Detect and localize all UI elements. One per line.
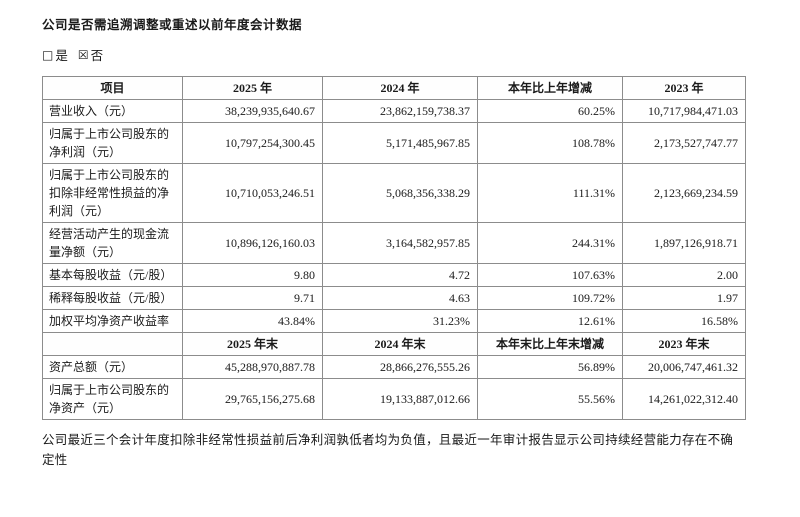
table-cell: 28,866,276,555.26: [322, 355, 478, 379]
report-page: 公司是否需追溯调整或重述以前年度会计数据 □ 是 ☒ 否 项目 2025 年 2…: [42, 18, 760, 467]
table-row-basic-eps: 基本每股收益（元/股） 9.80 4.72 107.63% 2.00: [42, 263, 746, 287]
table-cell: 10,710,053,246.51: [182, 163, 323, 223]
table-cell: 23,862,159,738.37: [322, 99, 478, 123]
checkbox-yes-label: 是: [55, 49, 68, 63]
table-row-operating-cash-flow: 经营活动产生的现金流量净额（元） 10,896,126,160.03 3,164…: [42, 222, 746, 264]
row-label: 归属于上市公司股东的净资产（元）: [42, 378, 183, 420]
table-cell: 111.31%: [477, 163, 623, 223]
table-row-diluted-eps: 稀释每股收益（元/股） 9.71 4.63 109.72% 1.97: [42, 286, 746, 310]
table-cell: 20,006,747,461.32: [622, 355, 746, 379]
table-cell: 1.97: [622, 286, 746, 310]
table-header-row-annual: 项目 2025 年 2024 年 本年比上年增减 2023 年: [42, 76, 746, 100]
going-concern-statement: 公司最近三个会计年度扣除非经常性损益前后净利润孰低者均为负值，且最近一年审计报告…: [42, 433, 734, 467]
table-cell: 60.25%: [477, 99, 623, 123]
table-cell: 43.84%: [182, 309, 323, 333]
table-cell: 5,068,356,338.29: [322, 163, 478, 223]
table-cell: 16.58%: [622, 309, 746, 333]
row-label: 营业收入（元）: [42, 99, 183, 123]
table-row-revenue: 营业收入（元） 38,239,935,640.67 23,862,159,738…: [42, 99, 746, 123]
table-cell: 10,717,984,471.03: [622, 99, 746, 123]
question-text: 公司是否需追溯调整或重述以前年度会计数据: [42, 18, 303, 32]
table-cell: 10,797,254,300.45: [182, 122, 323, 164]
checkbox-no-label: 否: [90, 49, 104, 63]
row-label: 经营活动产生的现金流量净额（元）: [42, 222, 183, 264]
table-cell: 14,261,022,312.40: [622, 378, 746, 420]
col-header-2025-end: 2025 年末: [182, 332, 323, 356]
table-cell: 56.89%: [477, 355, 623, 379]
table-cell: 244.31%: [477, 222, 623, 264]
col-header-2023: 2023 年: [622, 76, 746, 100]
row-label: 归属于上市公司股东的扣除非经常性损益的净利润（元）: [42, 163, 183, 223]
row-label: 基本每股收益（元/股）: [42, 263, 183, 287]
table-cell: 2,123,669,234.59: [622, 163, 746, 223]
col-header-2024: 2024 年: [322, 76, 478, 100]
table-cell: 10,896,126,160.03: [182, 222, 323, 264]
table-cell: 12.61%: [477, 309, 623, 333]
table-cell: 109.72%: [477, 286, 623, 310]
table-cell: 19,133,887,012.66: [322, 378, 478, 420]
table-cell: 3,164,582,957.85: [322, 222, 478, 264]
table-cell: 9.71: [182, 286, 323, 310]
row-label: 资产总额（元）: [42, 355, 183, 379]
col-header-yoy-change: 本年比上年增减: [477, 76, 623, 100]
financial-summary-table: 项目 2025 年 2024 年 本年比上年增减 2023 年 营业收入（元） …: [42, 76, 746, 420]
col-header-item: 项目: [42, 76, 183, 100]
checkbox-no-checked-icon[interactable]: ☒: [77, 47, 89, 62]
table-header-row-yearend: 2025 年末 2024 年末 本年末比上年末增减 2023 年末: [42, 332, 746, 356]
table-cell: 108.78%: [477, 122, 623, 164]
checkbox-no[interactable]: ☒ 否: [78, 45, 103, 64]
table-row-net-profit: 归属于上市公司股东的净利润（元） 10,797,254,300.45 5,171…: [42, 122, 746, 164]
table-cell: 38,239,935,640.67: [182, 99, 323, 123]
col-header-yearend-change: 本年末比上年末增减: [477, 332, 623, 356]
table-cell: 9.80: [182, 263, 323, 287]
table-cell: 2,173,527,747.77: [622, 122, 746, 164]
row-label: 稀释每股收益（元/股）: [42, 286, 183, 310]
table-cell: 45,288,970,887.78: [182, 355, 323, 379]
table-cell: 31.23%: [322, 309, 478, 333]
table-cell: 29,765,156,275.68: [182, 378, 323, 420]
table-row-weighted-avg-roe: 加权平均净资产收益率 43.84% 31.23% 12.61% 16.58%: [42, 309, 746, 333]
table-row-net-assets: 归属于上市公司股东的净资产（元） 29,765,156,275.68 19,13…: [42, 378, 746, 420]
row-label: 加权平均净资产收益率: [42, 309, 183, 333]
checkbox-yes-icon[interactable]: □: [42, 47, 54, 62]
table-cell: 5,171,485,967.85: [322, 122, 478, 164]
table-cell: 2.00: [622, 263, 746, 287]
table-cell: 4.63: [322, 286, 478, 310]
col-header-2025: 2025 年: [182, 76, 323, 100]
col-header-2024-end: 2024 年末: [322, 332, 478, 356]
col-header-2023-end: 2023 年末: [622, 332, 746, 356]
table-row-total-assets: 资产总额（元） 45,288,970,887.78 28,866,276,555…: [42, 355, 746, 379]
table-cell: 4.72: [322, 263, 478, 287]
table-cell: 55.56%: [477, 378, 623, 420]
checkbox-line: □ 是 ☒ 否: [42, 45, 760, 64]
table-cell: 107.63%: [477, 263, 623, 287]
table-row-net-profit-excl-nonrecurring: 归属于上市公司股东的扣除非经常性损益的净利润（元） 10,710,053,246…: [42, 163, 746, 223]
checkbox-yes[interactable]: □ 是: [42, 45, 68, 64]
col-header-blank: [42, 332, 183, 356]
row-label: 归属于上市公司股东的净利润（元）: [42, 122, 183, 164]
table-cell: 1,897,126,918.71: [622, 222, 746, 264]
